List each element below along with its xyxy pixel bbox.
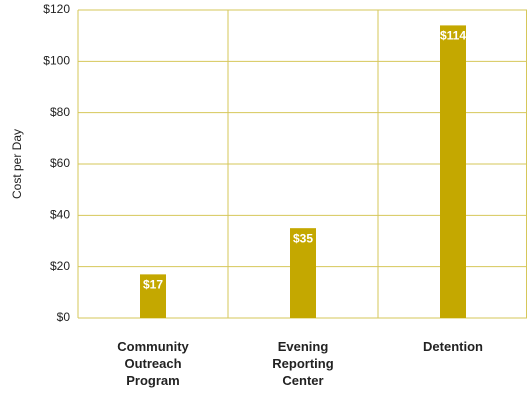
value-label: $17	[143, 278, 163, 292]
value-label: $114	[440, 29, 466, 43]
y-tick-label: $0	[57, 310, 71, 324]
y-tick-label: $120	[43, 2, 70, 16]
y-tick-label: $20	[50, 259, 70, 273]
y-tick-label: $80	[50, 105, 70, 119]
x-tick-label: Detention	[423, 339, 483, 354]
bar	[290, 228, 316, 318]
y-tick-label: $40	[50, 208, 70, 222]
x-tick-label: Community Outreach Program	[117, 339, 189, 388]
x-tick-label: Evening Reporting Center	[272, 339, 334, 388]
bar	[140, 274, 166, 318]
value-label: $35	[293, 231, 313, 245]
y-axis-label: Cost per Day	[10, 129, 24, 199]
bar	[440, 25, 466, 319]
y-tick-label: $100	[43, 54, 70, 68]
y-tick-label: $60	[50, 156, 70, 170]
